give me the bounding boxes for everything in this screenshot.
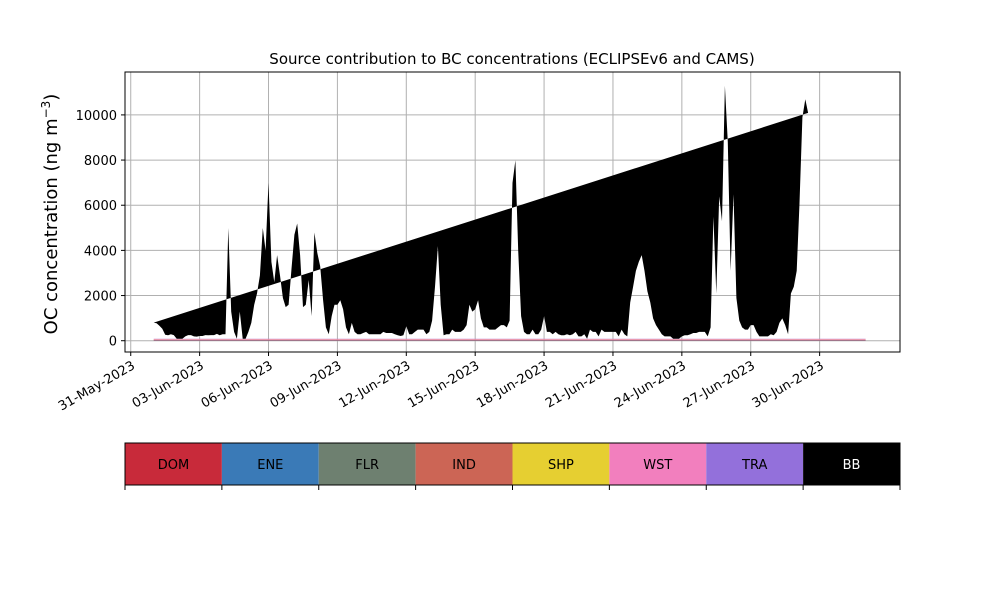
x-tick-label: 24-Jun-2023 — [612, 358, 689, 411]
legend-label-ind: IND — [452, 458, 476, 473]
y-axis-label-exponent: −3 — [39, 101, 53, 119]
x-tick-label: 06-Jun-2023 — [199, 358, 276, 411]
legend-swatch-wst — [609, 443, 707, 485]
x-tick-label: 27-Jun-2023 — [681, 358, 758, 411]
legend-swatch-dom — [125, 443, 222, 485]
y-axis-label-main: OC concentration (ng m — [41, 118, 62, 334]
legend-label-flr: FLR — [355, 458, 379, 473]
x-tick-label: 18-Jun-2023 — [474, 358, 551, 411]
y-tick-label: 2000 — [84, 290, 117, 305]
y-tick-label: 8000 — [84, 154, 117, 169]
legend-swatch-tra — [706, 443, 804, 485]
area-series-bb — [153, 85, 809, 339]
x-tick-label: 31-May-2023 — [56, 358, 138, 414]
legend-swatch-shp — [512, 443, 610, 485]
legend-colorbar: DOM ENE FLR IND SHP WST TRA BB — [124, 442, 901, 490]
x-tick-label: 03-Jun-2023 — [130, 358, 207, 411]
x-tick-label: 30-Jun-2023 — [750, 358, 827, 411]
chart-title: Source contribution to BC concentrations… — [269, 50, 754, 68]
y-tick-label: 0 — [109, 335, 117, 350]
y-tick-label: 4000 — [84, 244, 117, 259]
x-tick-label: 12-Jun-2023 — [336, 358, 413, 411]
legend-label-bb: BB — [843, 458, 861, 473]
legend-frame — [124, 442, 901, 486]
legend-label-dom: DOM — [158, 458, 189, 473]
y-axis-ticks: 0 2000 4000 6000 8000 10000 — [76, 109, 125, 350]
legend-label-shp: SHP — [548, 458, 574, 473]
x-tick-label: 21-Jun-2023 — [543, 358, 620, 411]
area-series-wst — [153, 338, 866, 340]
legend-label-tra: TRA — [741, 458, 767, 473]
y-axis-label: OC concentration (ng m−3) — [39, 94, 62, 335]
x-tick-label: 09-Jun-2023 — [268, 358, 345, 411]
y-axis-label-close: ) — [41, 94, 62, 101]
y-tick-label: 6000 — [84, 199, 117, 214]
x-axis-ticks: 31-May-202303-Jun-202306-Jun-202309-Jun-… — [56, 352, 827, 414]
legend-swatch-ind — [415, 443, 513, 485]
plot-frame — [124, 71, 901, 353]
legend-label-ene: ENE — [257, 458, 283, 473]
legend-swatch-ene — [221, 443, 319, 485]
legend-label-wst: WST — [643, 458, 672, 473]
legend-swatch-flr — [318, 443, 416, 485]
legend-swatch-bb — [803, 443, 900, 485]
y-tick-label: 10000 — [76, 109, 117, 124]
x-tick-label: 15-Jun-2023 — [405, 358, 482, 411]
stacked-areas — [153, 85, 866, 341]
